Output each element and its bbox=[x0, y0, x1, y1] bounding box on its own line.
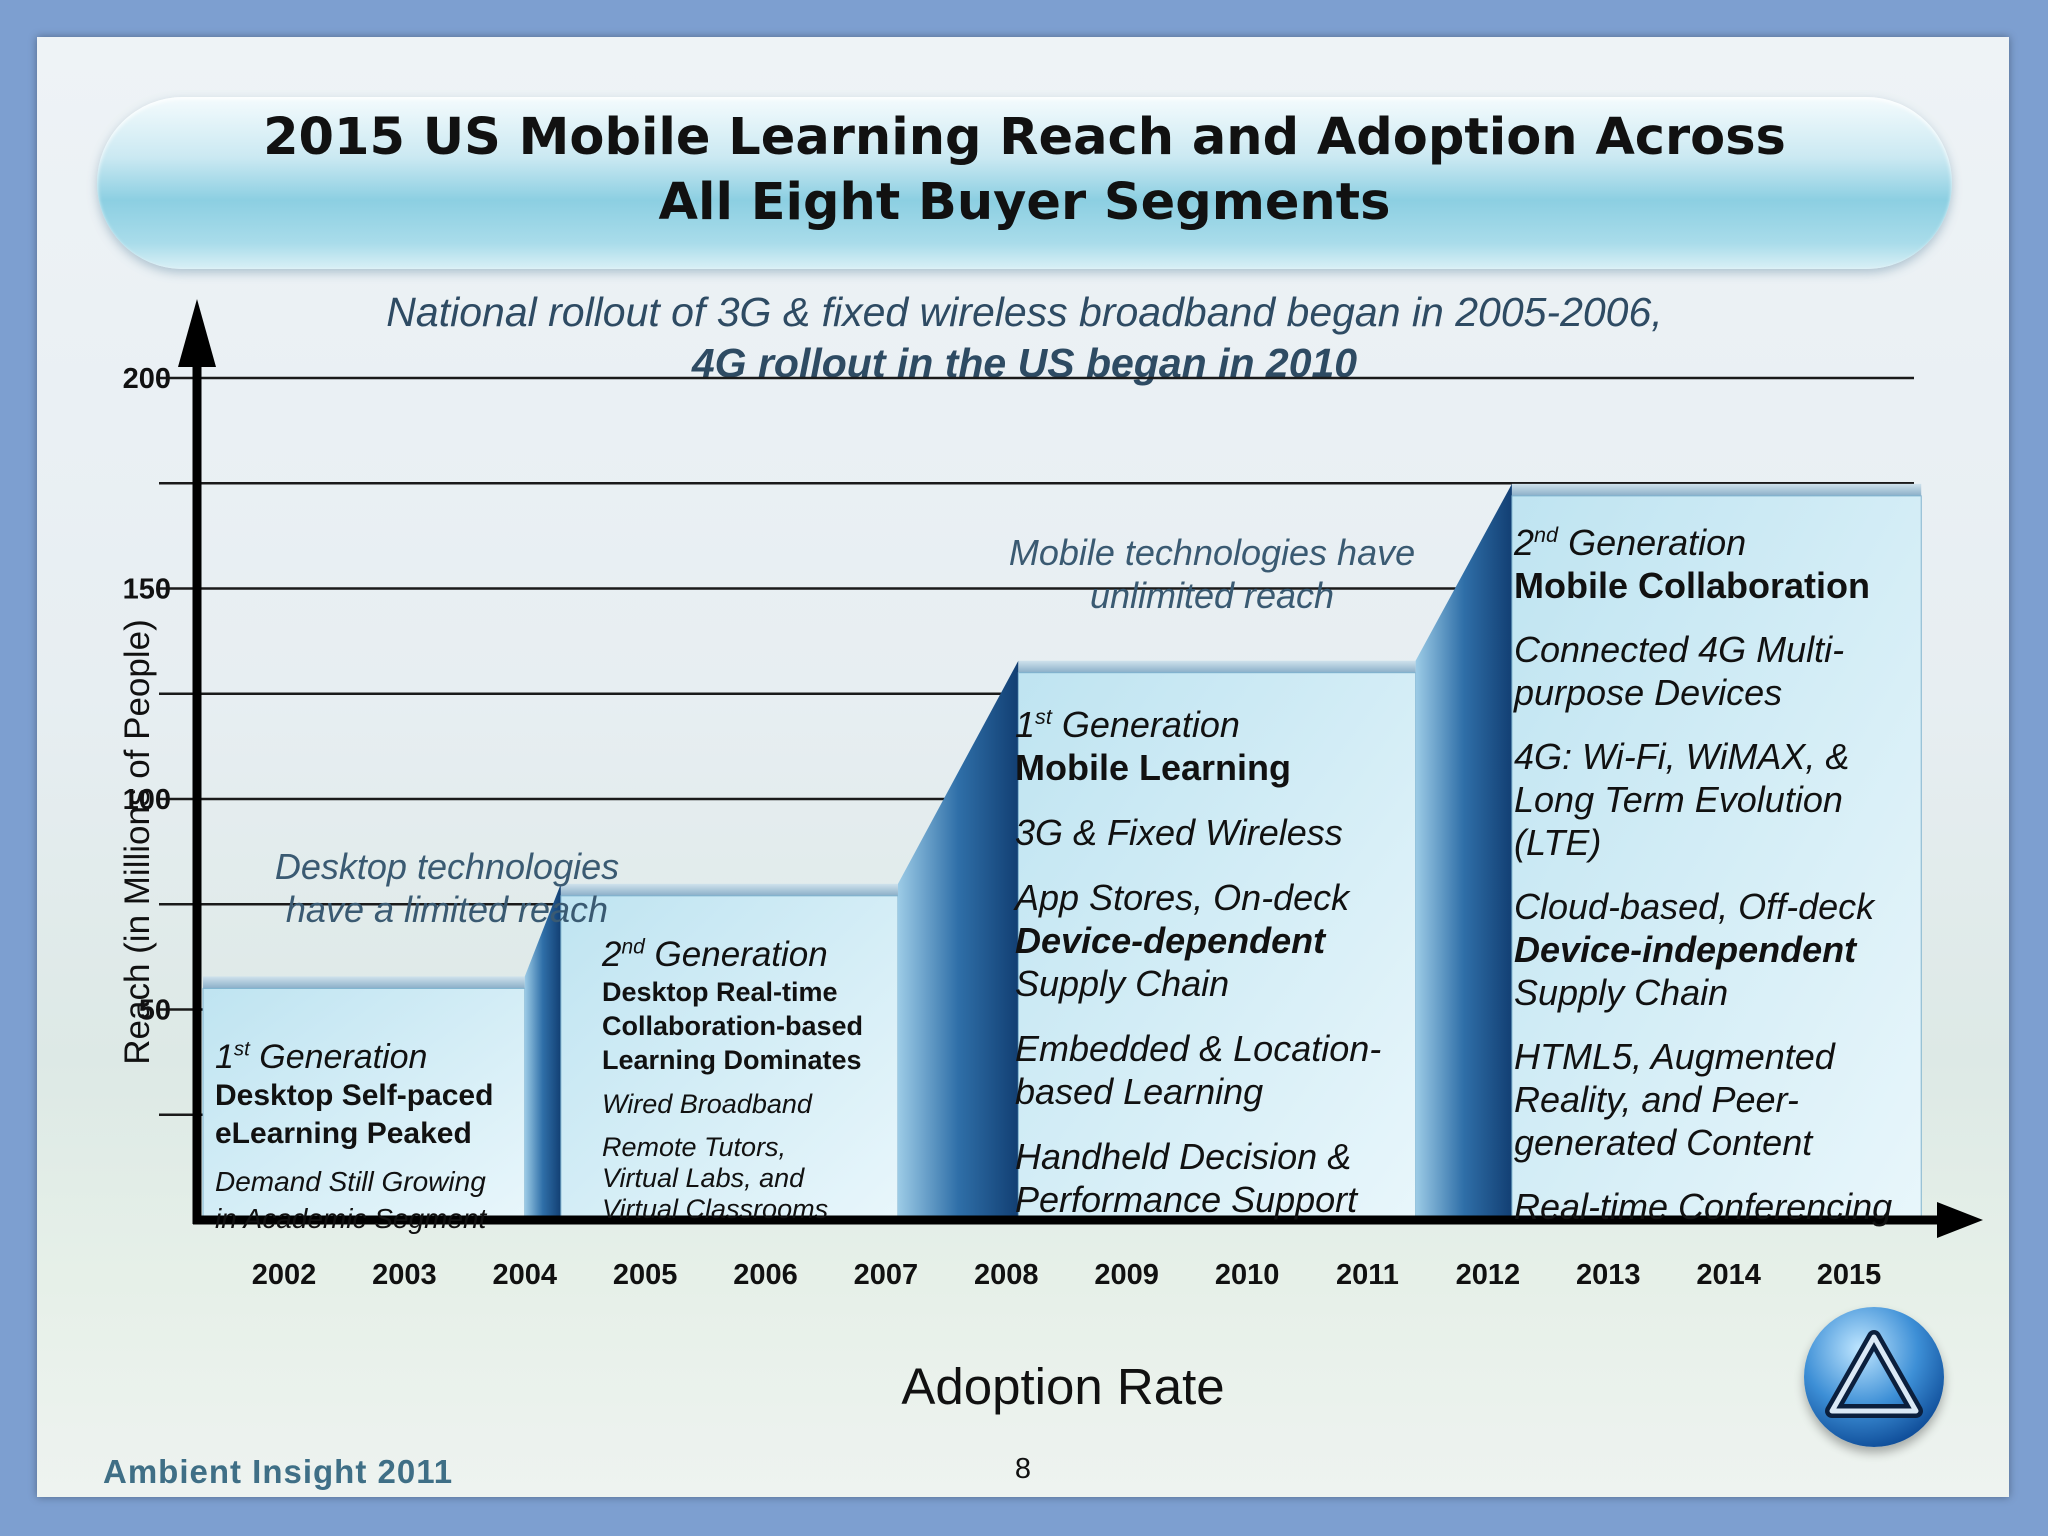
y-tick-label-50: 50 bbox=[139, 995, 171, 1027]
desktop-reach-note: Desktop technologies have a limited reac… bbox=[217, 845, 677, 931]
panel-4-item-8: Supply Chain bbox=[1514, 972, 1729, 1013]
panel-3-generation: 1st Generation bbox=[1015, 704, 1240, 745]
panel-4-item-6: Cloud-based, Off-deck bbox=[1514, 886, 1875, 927]
step-ramp-2 bbox=[897, 660, 1019, 1220]
x-axis-title: Adoption Rate bbox=[901, 1358, 1225, 1415]
desktop-note-line-1: Desktop technologies bbox=[274, 846, 620, 887]
panel-3-item-8: Performance Support bbox=[1015, 1179, 1358, 1220]
x-tick-label-2012: 2012 bbox=[1456, 1259, 1521, 1291]
x-tick-label-2011: 2011 bbox=[1336, 1259, 1399, 1291]
x-tick-label-2008: 2008 bbox=[974, 1259, 1039, 1291]
x-tick-label-2010: 2010 bbox=[1215, 1259, 1280, 1291]
chart-svg: 50 100 150 200 2002 2003 2004 2005 2006 2007 2008 2… bbox=[123, 299, 1983, 1291]
x-tick-label-2013: 2013 bbox=[1576, 1259, 1641, 1291]
panel-3-item-1: 3G & Fixed Wireless bbox=[1015, 812, 1343, 853]
mobile-reach-note: Mobile technologies have unlimited reach bbox=[972, 531, 1452, 617]
panel-3-item-3: Device-dependent bbox=[1015, 920, 1326, 961]
mobile-note-line-1: Mobile technologies have bbox=[1008, 532, 1416, 573]
x-tick-label-2009: 2009 bbox=[1094, 1259, 1159, 1291]
panel-4-item-9: HTML5, Augmented bbox=[1514, 1036, 1835, 1077]
panel-2-generation: 2nd Generation bbox=[602, 935, 828, 974]
panel-desktop-self-paced: 1st Generation Desktop Self-paced eLearn… bbox=[215, 1037, 545, 1237]
title-banner bbox=[97, 97, 1952, 269]
panel-2-item-2: Remote Tutors, bbox=[602, 1132, 787, 1162]
panel-1-item-2: in Academic Segment bbox=[215, 1203, 487, 1234]
step-ramp-3 bbox=[1415, 483, 1512, 1220]
x-axis-arrow bbox=[1937, 1202, 1983, 1238]
x-tick-label-2005: 2005 bbox=[613, 1259, 678, 1291]
panel-1-generation: 1st Generation bbox=[215, 1038, 428, 1076]
y-axis-label: Reach (in Millions of People) bbox=[118, 619, 157, 1065]
y-tick-label-150: 150 bbox=[123, 574, 171, 606]
step-ramp-1 bbox=[524, 883, 561, 1220]
panel-3-item-2: App Stores, On-deck bbox=[1015, 877, 1350, 918]
step-panel-2 bbox=[560, 895, 899, 1221]
title-line-1: 2015 US Mobile Learning Reach and Adopti… bbox=[263, 108, 1786, 167]
ambient-insight-logo bbox=[1804, 1307, 1944, 1447]
panel-4-item-3: 4G: Wi-Fi, WiMAX, & bbox=[1514, 736, 1850, 777]
slide: 2015 US Mobile Learning Reach and Adopti… bbox=[37, 37, 2009, 1497]
x-tick-label-2007: 2007 bbox=[854, 1259, 919, 1291]
y-tick-label-200: 200 bbox=[123, 363, 171, 395]
panel-4-head-1: Mobile Collaboration bbox=[1514, 565, 1870, 606]
panel-2-head-3: Learning Dominates bbox=[602, 1045, 862, 1075]
panel-2-item-3: Virtual Labs, and bbox=[602, 1163, 805, 1193]
panel-1-head-1: Desktop Self-paced bbox=[215, 1079, 494, 1112]
panel-4-item-10: Reality, and Peer- bbox=[1514, 1079, 1799, 1120]
title-line-2: All Eight Buyer Segments bbox=[658, 173, 1391, 232]
panel-2-head-1: Desktop Real-time bbox=[602, 977, 838, 1007]
y-axis-arrow bbox=[178, 299, 216, 367]
panel-1-head-2: eLearning Peaked bbox=[215, 1117, 472, 1150]
panel-4-item-7: Device-independent bbox=[1514, 929, 1857, 970]
chart-title: 2015 US Mobile Learning Reach and Adopti… bbox=[97, 105, 1952, 235]
panel-3-item-7: Handheld Decision & bbox=[1015, 1136, 1352, 1177]
page-number: 8 bbox=[1014, 1453, 1032, 1485]
panel-desktop-real-time: 2nd Generation Desktop Real-time Collabo… bbox=[602, 935, 922, 1225]
step-panel-1 bbox=[202, 987, 526, 1221]
x-tick-label-2006: 2006 bbox=[733, 1259, 798, 1291]
panel-4-item-11: generated Content bbox=[1514, 1122, 1813, 1163]
brand-footer: Ambient Insight 2011 bbox=[103, 1453, 454, 1490]
subtitle-line-1: National rollout of 3G & fixed wireless … bbox=[386, 289, 1663, 335]
step-panel-3 bbox=[1017, 672, 1417, 1221]
panel-mobile-learning: 1st Generation Mobile Learning 3G & Fixe… bbox=[1015, 703, 1435, 1221]
mobile-note-line-2: unlimited reach bbox=[1089, 575, 1335, 616]
panel-3-item-5: Embedded & Location- bbox=[1015, 1028, 1382, 1069]
panel-2-item-1: Wired Broadband bbox=[602, 1089, 812, 1119]
panel-3-head-1: Mobile Learning bbox=[1015, 747, 1292, 788]
panel-4-item-4: Long Term Evolution bbox=[1514, 779, 1843, 820]
x-tick-label-2004: 2004 bbox=[493, 1259, 558, 1291]
panel-2-head-2: Collaboration-based bbox=[602, 1011, 864, 1041]
panel-mobile-collaboration: 2nd Generation Mobile Collaboration Conn… bbox=[1514, 521, 1944, 1228]
panel-4-item-2: purpose Devices bbox=[1514, 672, 1783, 713]
step-panel-4 bbox=[1511, 495, 1922, 1221]
x-tick-label-2003: 2003 bbox=[372, 1259, 437, 1291]
panel-3-item-6: based Learning bbox=[1015, 1071, 1264, 1112]
panel-4-generation: 2nd Generation bbox=[1514, 522, 1747, 563]
step-top-2 bbox=[560, 883, 898, 898]
step-top-3 bbox=[1018, 660, 1416, 675]
desktop-note-line-2: have a limited reach bbox=[285, 889, 609, 930]
panel-1-item-1: Demand Still Growing bbox=[215, 1166, 486, 1197]
panel-4-item-12: Real-time Conferencing bbox=[1514, 1186, 1893, 1227]
x-tick-label-2014: 2014 bbox=[1696, 1259, 1761, 1291]
panel-4-item-1: Connected 4G Multi- bbox=[1514, 629, 1845, 670]
panel-2-item-4: Virtual Classrooms bbox=[602, 1194, 829, 1224]
panel-4-item-5: (LTE) bbox=[1514, 822, 1602, 863]
step-top-1 bbox=[203, 976, 525, 991]
triangle-logo-icon bbox=[1825, 1330, 1923, 1418]
step-top-4 bbox=[1511, 483, 1922, 498]
x-tick-label-2002: 2002 bbox=[252, 1259, 317, 1291]
panel-3-item-4: Supply Chain bbox=[1015, 963, 1230, 1004]
x-tick-label-2015: 2015 bbox=[1817, 1259, 1882, 1291]
y-tick-label-100: 100 bbox=[123, 784, 171, 816]
